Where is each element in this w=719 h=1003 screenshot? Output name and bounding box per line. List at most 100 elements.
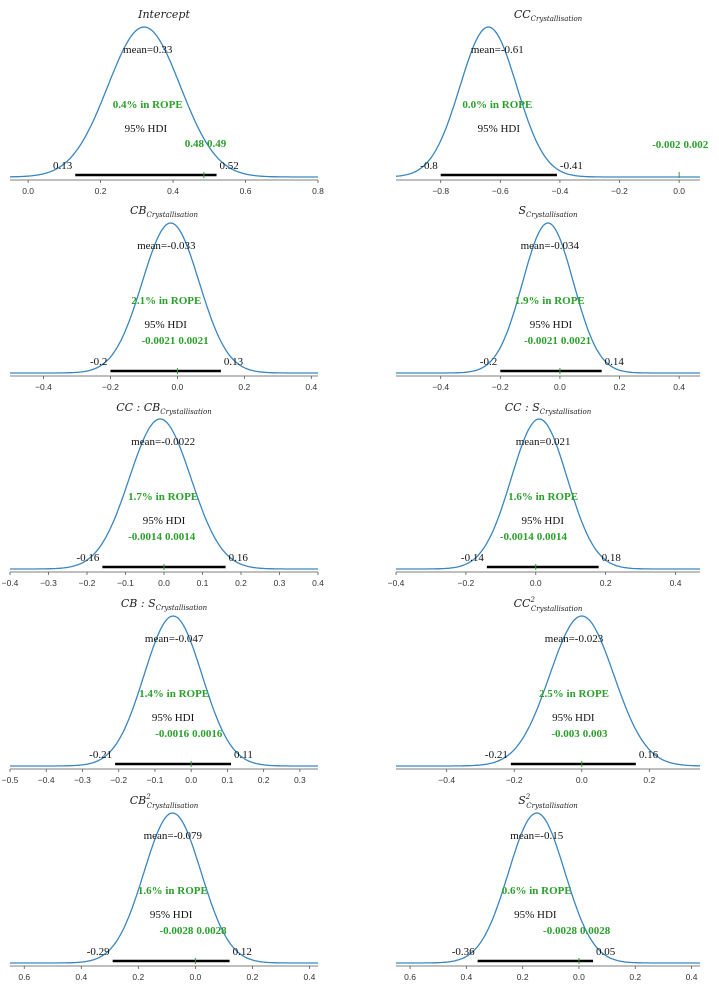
posterior-panel: CCCrystallisation −0.8 −0.6 −0.4 −0.2 0.0 -0.8… — [395, 8, 709, 196]
density-curve — [396, 812, 700, 964]
rope-low-label: 0.48 — [185, 138, 205, 150]
x-tick-label: 0.4 — [686, 972, 698, 982]
x-tick-label: 0.3 — [294, 775, 306, 785]
x-tick-label: 0.8 — [312, 186, 324, 196]
x-tick-label: −0.4 — [552, 186, 569, 196]
rope-percent-label: 2.1% in ROPE — [131, 295, 201, 307]
posterior-panel: CBCrystallisation −0.4 −0.2 0.0 0.2 0.4 -0.2 0.… — [10, 204, 318, 392]
x-tick-label: −0.5 — [2, 775, 19, 785]
x-tick-label: 0.4 — [460, 972, 472, 982]
x-tick-label: 0.6 — [404, 972, 416, 982]
mean-label: mean=-0.15 — [510, 830, 563, 842]
hdi-low-label: -0.21 — [485, 749, 508, 761]
x-tick-label: −0.2 — [102, 382, 119, 392]
mean-label: mean=-0.61 — [471, 44, 524, 56]
mean-label: mean=-0.033 — [137, 240, 196, 252]
x-tick-label: 0.0 — [189, 972, 201, 982]
rope-high-label: 0.0021 — [561, 335, 591, 347]
x-tick-label: 0.2 — [95, 186, 107, 196]
x-tick-label: 0.2 — [614, 382, 626, 392]
x-tick-label: −0.8 — [432, 186, 449, 196]
x-tick-label: 0.6 — [240, 186, 252, 196]
mean-label: mean=0.021 — [516, 436, 571, 448]
hdi-caption: 95% HDI — [143, 515, 186, 527]
x-tick-label: −0.4 — [388, 578, 405, 588]
rope-high-label: 0.003 — [583, 728, 608, 740]
hdi-caption: 95% HDI — [125, 123, 168, 135]
x-tick-label: 0.2 — [235, 578, 247, 588]
posterior-panel: CC2 Crystallisation −0.4 −0.2 0.0 0.2 -0.21 0.1… — [396, 596, 700, 785]
hdi-caption: 95% HDI — [150, 909, 193, 921]
x-tick-label: −0.3 — [40, 578, 57, 588]
x-tick-label: −0.1 — [147, 775, 164, 785]
posterior-panel: S2 Crystallisation 0.6 0.4 0.2 0.0 0.2 0.4 -0.36… — [396, 793, 700, 982]
x-tick-label: 0.2 — [258, 775, 270, 785]
rope-percent-label: 0.4% in ROPE — [113, 99, 183, 111]
hdi-high-label: 0.13 — [224, 356, 244, 368]
density-curve — [10, 26, 318, 178]
hdi-high-label: 0.14 — [605, 356, 625, 368]
panel-title: CC2 Crystallisation — [514, 596, 583, 613]
rope-high-label: 0.0028 — [196, 925, 227, 937]
rope-high-label: 0.0016 — [192, 728, 223, 740]
hdi-high-label: 0.16 — [229, 552, 249, 564]
mean-label: mean=-0.079 — [144, 830, 203, 842]
rope-high-label: 0.49 — [207, 138, 227, 150]
hdi-caption: 95% HDI — [478, 123, 521, 135]
x-tick-label: 0.0 — [171, 382, 183, 392]
rope-percent-label: 1.6% in ROPE — [508, 491, 578, 503]
x-tick-label: −0.6 — [492, 186, 509, 196]
hdi-low-label: -0.16 — [76, 552, 99, 564]
x-tick-label: −0.1 — [117, 578, 134, 588]
posterior-panel: CC : CBCrystallisation −0.4 −0.3 −0.2 −0.1 0.… — [2, 401, 325, 588]
panel-title: Intercept — [137, 8, 190, 21]
rope-percent-label: 1.6% in ROPE — [138, 885, 208, 897]
x-tick-label: −0.2 — [492, 382, 509, 392]
density-curve — [396, 418, 700, 570]
x-tick-label: −0.4 — [35, 382, 52, 392]
x-tick-label: 0.2 — [600, 578, 612, 588]
mean-label: mean=-0.023 — [545, 633, 604, 645]
rope-high-label: 0.0028 — [580, 925, 611, 937]
panel-title: CC : SCrystallisation — [505, 401, 592, 416]
rope-percent-label: 1.9% in ROPE — [515, 295, 585, 307]
mean-label: mean=-0.034 — [521, 240, 580, 252]
rope-percent-label: 1.4% in ROPE — [139, 688, 209, 700]
x-tick-label: 0.3 — [274, 578, 286, 588]
posterior-panel: CC : SCrystallisation −0.4 −0.2 0.0 0.2 0.4 -0… — [388, 401, 700, 588]
hdi-caption: 95% HDI — [552, 712, 595, 724]
x-tick-label: 0.6 — [18, 972, 30, 982]
x-tick-label: 0.0 — [673, 186, 685, 196]
hdi-caption: 95% HDI — [152, 712, 195, 724]
rope-low-label: -0.0014 — [500, 531, 534, 543]
x-tick-label: 0.0 — [554, 382, 566, 392]
hdi-caption: 95% HDI — [144, 319, 187, 331]
panel-title: CC : CBCrystallisation — [116, 401, 212, 416]
x-tick-label: −0.4 — [2, 578, 19, 588]
hdi-low-label: -0.2 — [90, 356, 107, 368]
hdi-high-label: 0.16 — [639, 749, 659, 761]
rope-low-label: -0.003 — [551, 728, 580, 740]
hdi-low-label: -0.29 — [87, 946, 110, 958]
x-tick-label: 0.0 — [576, 775, 588, 785]
panel-title: CBCrystallisation — [130, 204, 198, 219]
hdi-caption: 95% HDI — [530, 319, 573, 331]
rope-high-label: 0.002 — [684, 139, 709, 151]
panel-title: SCrystallisation — [518, 204, 578, 219]
rope-low-label: -0.0021 — [524, 335, 558, 347]
rope-low-label: -0.0021 — [141, 335, 175, 347]
density-curve — [10, 418, 318, 570]
hdi-high-label: -0.41 — [560, 160, 583, 172]
posterior-panel: SCrystallisation −0.4 −0.2 0.0 0.2 0.4 -0.2 0.1… — [396, 204, 700, 392]
density-curve — [10, 222, 318, 374]
x-tick-label: 0.0 — [185, 775, 197, 785]
rope-low-label: -0.0028 — [543, 925, 577, 937]
x-tick-label: −0.2 — [457, 578, 474, 588]
x-tick-label: 0.0 — [530, 578, 542, 588]
x-tick-label: 0.0 — [573, 972, 585, 982]
hdi-high-label: 0.05 — [596, 946, 616, 958]
panel-title: CB : SCrystallisation — [121, 597, 208, 612]
hdi-caption: 95% HDI — [522, 515, 565, 527]
x-tick-label: −0.4 — [432, 382, 449, 392]
